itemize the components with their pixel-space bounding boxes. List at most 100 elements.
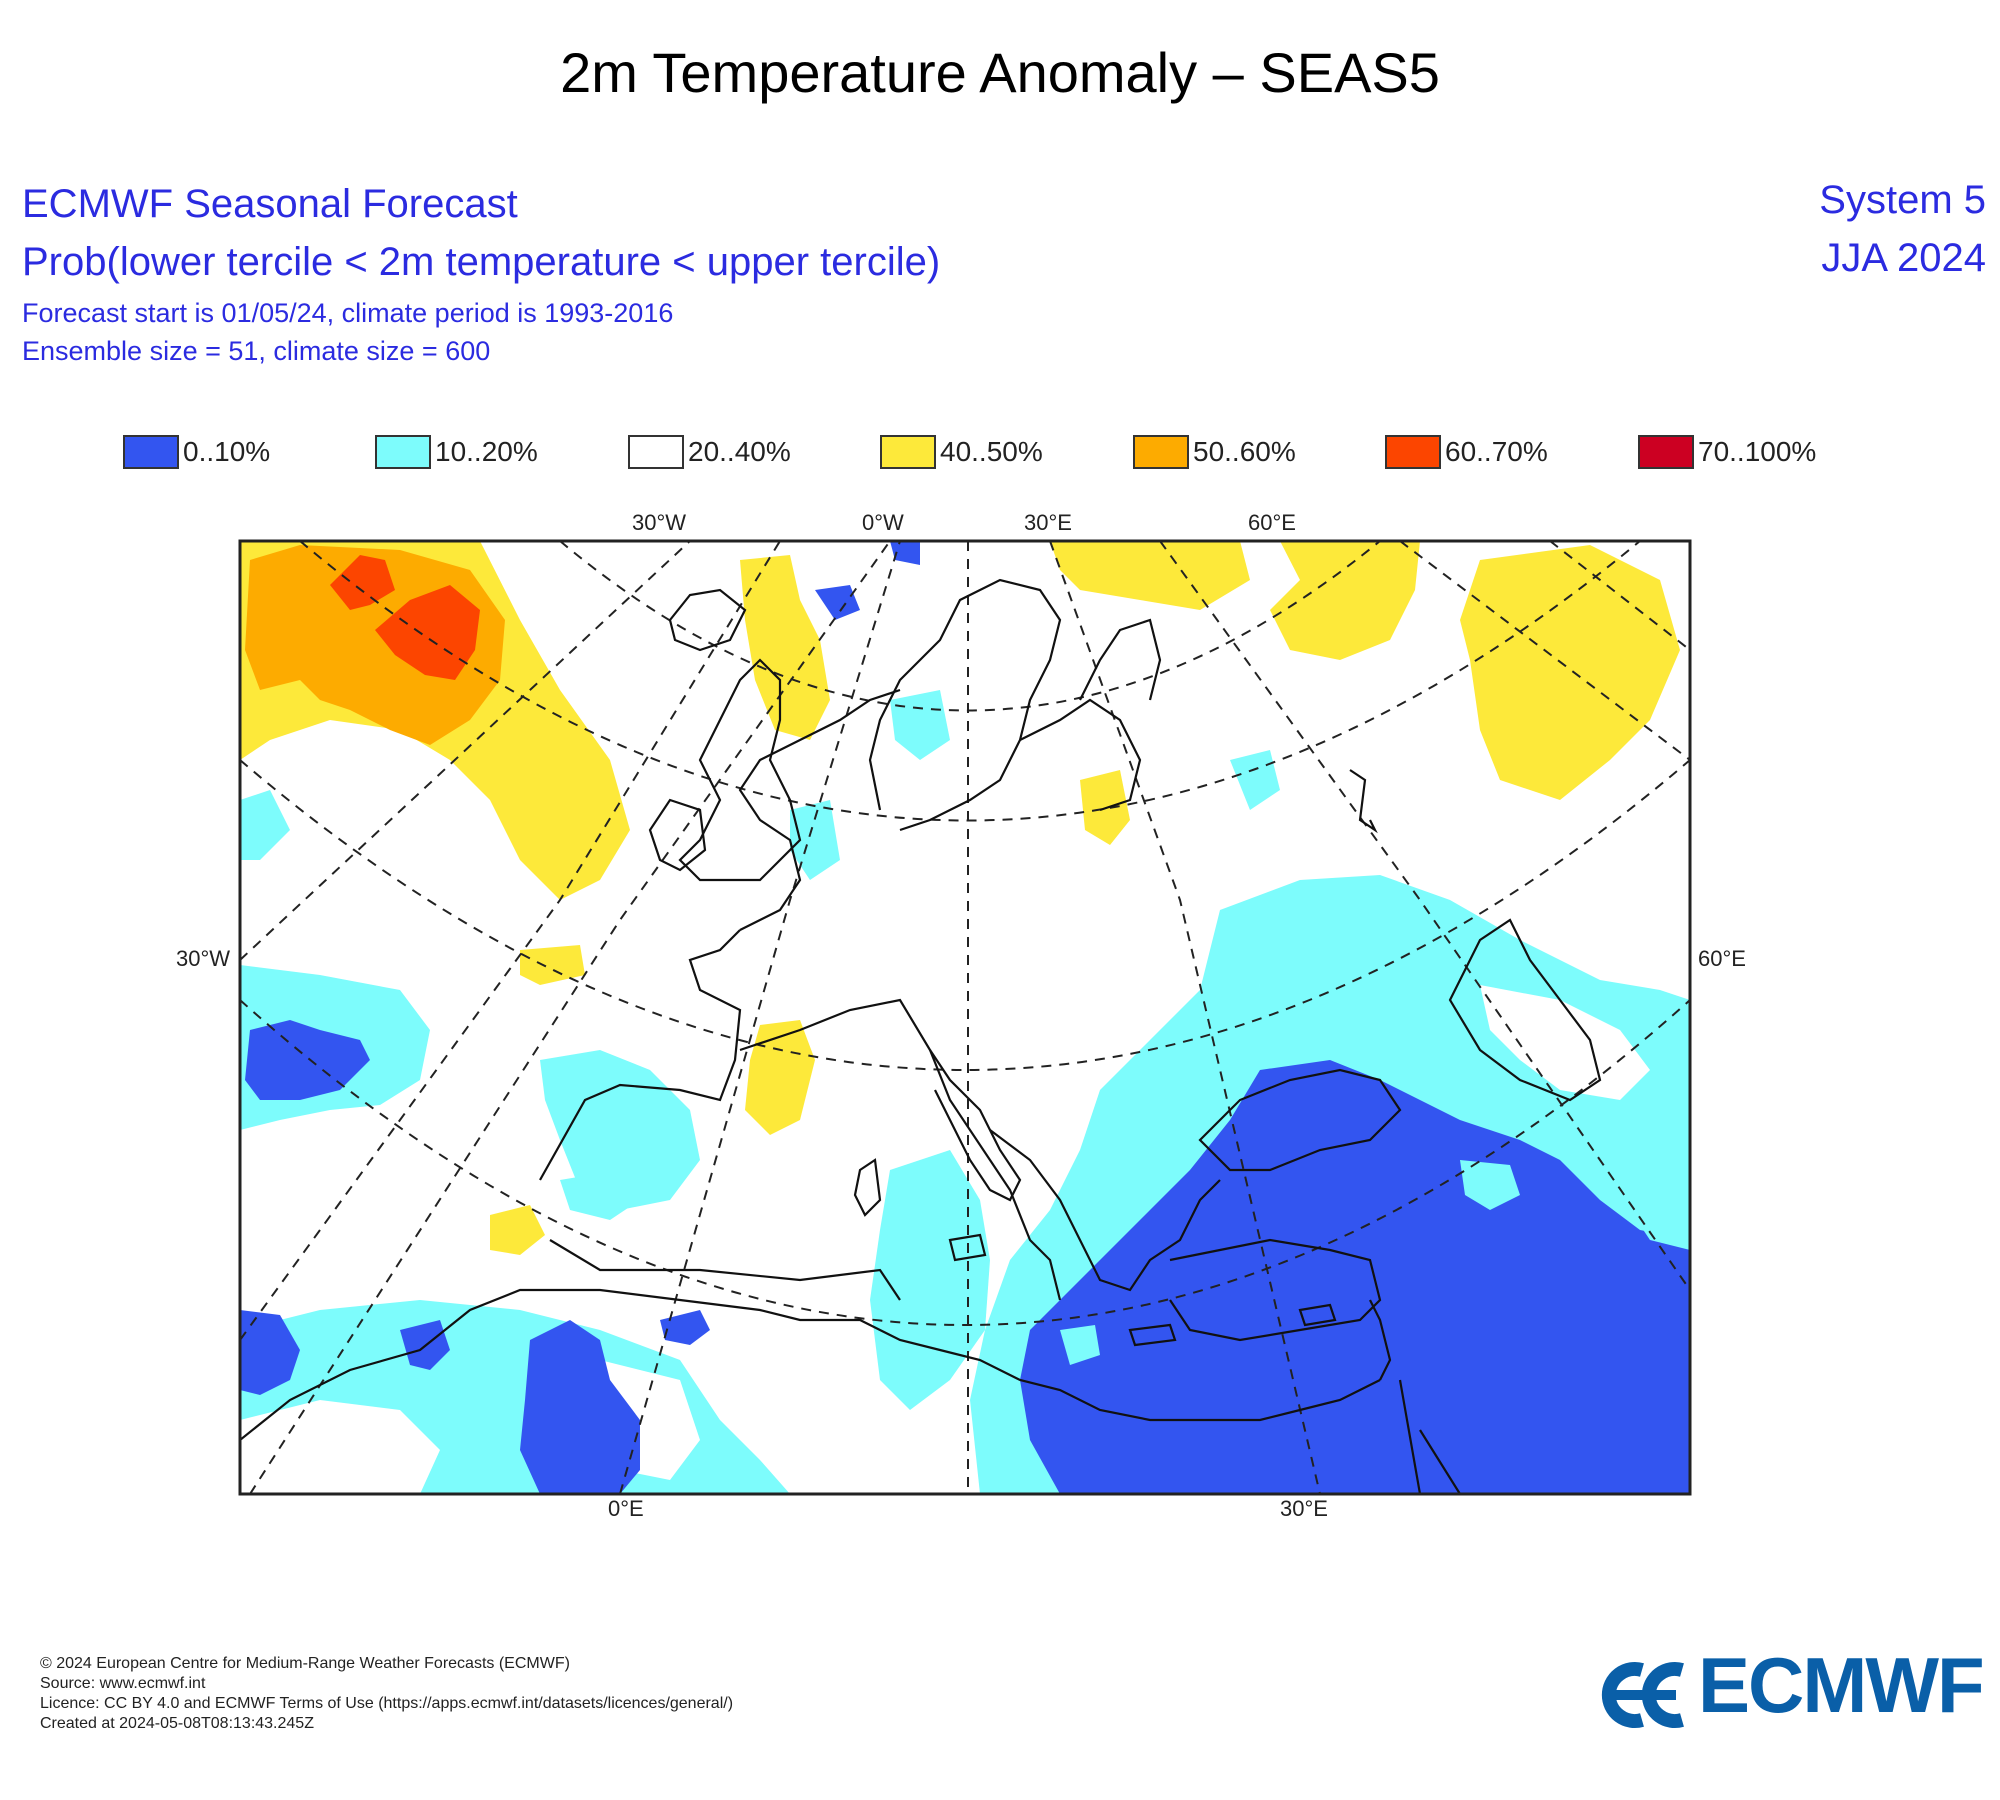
bottom-tick-label: 0°E	[608, 1496, 644, 1521]
legend-item: 20..40%	[628, 434, 791, 470]
legend-swatch	[123, 435, 179, 469]
ecmwf-logo-text: ECMWF	[1698, 1641, 1985, 1729]
region-60-70	[375, 585, 480, 680]
legend-swatch	[1133, 435, 1189, 469]
footer-copyright: © 2024 European Centre for Medium-Range …	[40, 1655, 570, 1672]
region-10-20	[240, 790, 290, 860]
legend-item: 40..50%	[880, 434, 1043, 470]
coast-balkans	[989, 1129, 1221, 1292]
coastlines	[240, 578, 1602, 1494]
footer-licence: Licence: CC BY 4.0 and ECMWF Terms of Us…	[40, 1695, 734, 1712]
longitude-line	[1549, 541, 1690, 651]
coast-caspian	[1448, 918, 1602, 1102]
region-60-70	[330, 555, 395, 610]
latitude-line	[240, 999, 1690, 1326]
longitude-line	[1049, 541, 1321, 1494]
coast-finland	[1079, 618, 1162, 701]
top-tick-label: 0°W	[862, 510, 904, 535]
legend-label: 0..10%	[183, 436, 271, 467]
region-20-40	[1480, 985, 1650, 1100]
footer-created: Created at 2024-05-08T08:13:43.245Z	[40, 1715, 314, 1732]
top-tick-label: 30°E	[1024, 510, 1072, 535]
coast-sicily	[948, 1233, 987, 1262]
region-10-20	[890, 690, 950, 760]
forecast-subtitle: Prob(lower tercile < 2m temperature < up…	[22, 240, 941, 284]
coast-baltic	[1019, 698, 1142, 812]
region-40-50	[745, 1020, 815, 1135]
legend-item: 0..10%	[123, 434, 270, 470]
longitude-line	[240, 541, 691, 961]
region-10-20	[870, 1150, 990, 1410]
top-tick-label: 30°W	[632, 510, 687, 535]
border-line	[549, 1239, 1461, 1494]
ecmwf-logo-icon	[1601, 1662, 1684, 1728]
legend-swatch	[375, 435, 431, 469]
forecast-title: ECMWF Seasonal Forecast	[22, 182, 518, 226]
region-0-10	[245, 1020, 370, 1100]
ensemble-info: Ensemble size = 51, climate size = 600	[22, 336, 491, 366]
region-10-20	[790, 800, 840, 880]
coast-med-europe	[739, 998, 1062, 1301]
season-label: JJA 2024	[1821, 236, 1986, 280]
coast-crete	[1128, 1323, 1177, 1347]
region-20-40	[1630, 1180, 1690, 1250]
right-tick-label: 60°E	[1698, 946, 1746, 971]
longitude-line	[249, 541, 891, 1494]
forecast-start-info: Forecast start is 01/05/24, climate peri…	[22, 298, 674, 328]
legend-item: 70..100%	[1638, 434, 1816, 470]
region-40-50	[1460, 545, 1680, 800]
coast-novaya	[1349, 769, 1378, 834]
coast-italy	[929, 1049, 1022, 1202]
coast-black-sea	[1198, 1068, 1402, 1172]
system-label: System 5	[1819, 178, 1986, 222]
legend-item: 60..70%	[1385, 434, 1548, 470]
region-0-10	[1020, 1060, 1690, 1494]
region-40-50	[740, 555, 830, 740]
region-0-10	[520, 1320, 640, 1494]
region-40-50	[520, 945, 585, 985]
region-20-40	[1460, 1160, 1520, 1210]
coast-scandinavia	[868, 578, 1062, 832]
top-tick-label: 60°E	[1248, 510, 1296, 535]
legend-label: 50..60%	[1193, 436, 1296, 467]
region-10-20	[560, 1170, 640, 1220]
longitude-line	[1159, 541, 1690, 1291]
region-0-10	[240, 1310, 300, 1395]
region-10-20	[540, 1050, 700, 1210]
legend-item: 50..60%	[1133, 434, 1296, 470]
coast-iberia	[539, 929, 742, 1181]
coast-uk	[678, 658, 802, 882]
region-20-40	[240, 1400, 440, 1494]
legend-label: 40..50%	[940, 436, 1043, 467]
legend-swatch	[628, 435, 684, 469]
legend-swatch	[1385, 435, 1441, 469]
coast-north-africa	[240, 1288, 1381, 1441]
region-40-50	[490, 1205, 545, 1255]
legend-swatch	[1638, 435, 1694, 469]
graticule	[240, 541, 1690, 1494]
coast-sardinia	[853, 1158, 882, 1217]
map-field	[240, 541, 1690, 1494]
legend-item: 10..20%	[375, 434, 538, 470]
longitude-line	[240, 541, 781, 1341]
left-tick-label: 30°W	[176, 946, 231, 971]
region-40-50	[1270, 541, 1420, 660]
region-20-40	[1060, 1325, 1100, 1365]
bottom-tick-label: 30°E	[1280, 1496, 1328, 1521]
coast-france	[738, 688, 901, 931]
legend-label: 10..20%	[435, 436, 538, 467]
legend-label: 70..100%	[1698, 436, 1817, 467]
coast-iceland	[668, 588, 747, 652]
coast-turkey	[1169, 1238, 1382, 1342]
chart-title: 2m Temperature Anomaly – SEAS5	[560, 41, 1440, 104]
region-0-10	[660, 1310, 710, 1345]
longitude-line	[1399, 541, 1690, 761]
coast-levant	[1369, 1299, 1392, 1381]
footer-source: Source: www.ecmwf.int	[40, 1675, 206, 1692]
region-0-10	[890, 541, 920, 565]
coast-cyprus	[1298, 1303, 1337, 1327]
legend-swatch	[880, 435, 936, 469]
coast-ireland	[648, 798, 707, 872]
longitude-line	[619, 541, 901, 1494]
